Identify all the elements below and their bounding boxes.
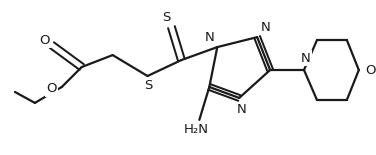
Text: N: N <box>260 21 270 34</box>
Text: O: O <box>365 64 376 77</box>
Text: O: O <box>39 34 50 47</box>
Text: S: S <box>162 11 171 24</box>
Text: N: N <box>237 103 246 116</box>
Text: N: N <box>205 31 214 44</box>
Text: H₂N: H₂N <box>184 123 209 136</box>
Text: N: N <box>301 52 311 65</box>
Text: O: O <box>47 82 57 95</box>
Text: S: S <box>144 80 153 93</box>
